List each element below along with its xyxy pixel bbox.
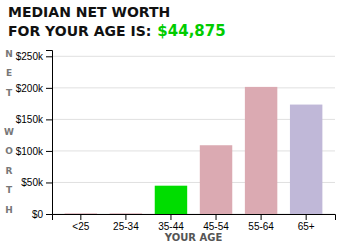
y-tick-mark (46, 56, 52, 57)
x-axis-line (53, 215, 336, 221)
x-axis-label: YOUR AGE (164, 232, 223, 243)
x-tick-mark (80, 214, 81, 220)
bar (290, 105, 322, 214)
x-tick-label: <25 (72, 221, 89, 232)
bar (245, 87, 277, 214)
x-tick-label: 65+ (298, 221, 315, 232)
y-tick-label: $100k (16, 146, 44, 157)
y-tick-mark (46, 119, 52, 120)
x-tick: 35-44 (158, 214, 184, 232)
x-tick-mark (261, 214, 262, 220)
y-tick: $100k (16, 146, 52, 157)
y-tick: $250k (16, 51, 52, 62)
y-tick: $0 (32, 209, 52, 220)
bar (65, 213, 97, 214)
x-tick-mark (125, 214, 126, 220)
bar (110, 213, 142, 214)
x-tick-label: 45-54 (203, 221, 229, 232)
bar (200, 145, 232, 214)
grid (52, 56, 335, 214)
x-tick: 25-34 (113, 214, 139, 232)
chart: MEDIAN NET WORTH FOR YOUR AGE IS: $44,875 $… (0, 0, 345, 244)
x-tick: 65+ (298, 214, 315, 232)
title: MEDIAN NET WORTH (8, 4, 170, 20)
x-tick: <25 (72, 214, 89, 232)
x-axis: <25 25-34 35-44 45-54 55-64 65+ (53, 214, 336, 232)
y-tick-label: $200k (16, 83, 44, 94)
x-tick-mark (306, 214, 307, 220)
annotation: $44,875 (157, 22, 225, 40)
y-axis-label: NETWORTH (4, 49, 14, 215)
y-tick-mark (46, 182, 52, 183)
y-tick: $150k (16, 114, 52, 125)
x-tick-mark (170, 214, 171, 220)
x-tick: 55-64 (248, 214, 274, 232)
y-tick-label: $250k (16, 51, 44, 62)
y-tick-label: $0 (32, 209, 44, 220)
y-tick-mark (46, 214, 52, 215)
y-tick-mark (46, 151, 52, 152)
x-tick-label: 55-64 (248, 221, 274, 232)
x-tick: 45-54 (203, 214, 229, 232)
y-tick: $50k (21, 177, 52, 188)
plot: $0 $50k $100k $150k $200k $250k <25 25-34 35-44 4… (16, 51, 336, 233)
y-axis: $0 $50k $100k $150k $200k $250k (16, 51, 53, 220)
subtitle-line: FOR YOUR AGE IS: $44,875 (8, 22, 226, 40)
grid-line (52, 87, 335, 88)
y-tick: $200k (16, 83, 52, 94)
x-tick-mark (216, 214, 217, 220)
y-tick-label: $50k (21, 177, 44, 188)
y-tick-mark (46, 88, 52, 89)
bar (155, 186, 187, 214)
grid-line (52, 56, 335, 57)
y-tick-label: $150k (16, 114, 44, 125)
x-tick-label: 25-34 (113, 221, 139, 232)
bars (65, 87, 323, 214)
x-tick-label: 35-44 (158, 221, 184, 232)
subtitle: FOR YOUR AGE IS: (8, 23, 151, 39)
y-axis-line (46, 51, 53, 215)
